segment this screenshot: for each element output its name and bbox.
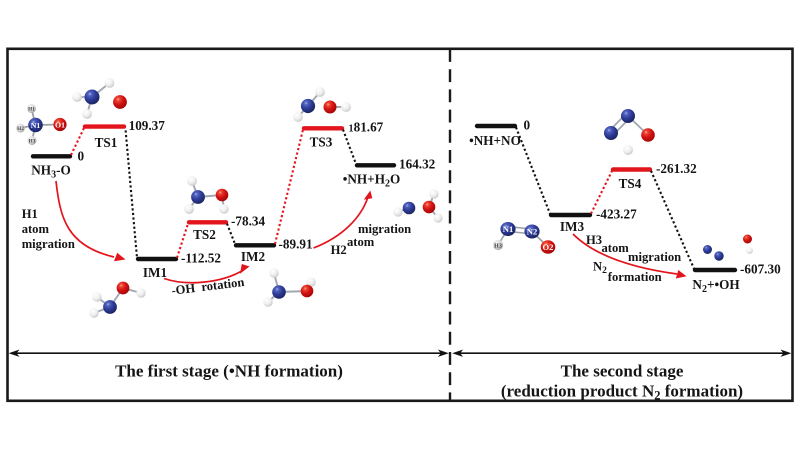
svg-text:•NH+NO: •NH+NO xyxy=(469,133,521,148)
svg-text:TS1: TS1 xyxy=(95,135,118,150)
svg-text:TS2: TS2 xyxy=(193,227,216,242)
svg-text:-112.52: -112.52 xyxy=(181,250,221,265)
svg-text:164.32: 164.32 xyxy=(399,157,436,172)
svg-text:0: 0 xyxy=(78,149,85,164)
svg-text:IM2: IM2 xyxy=(241,249,266,264)
svg-text:(reduction product N2 formatio: (reduction product N2 formation) xyxy=(501,381,743,402)
svg-text:-423.27: -423.27 xyxy=(596,206,637,221)
svg-text:H3: H3 xyxy=(494,244,502,250)
svg-text:IM1: IM1 xyxy=(143,265,167,280)
svg-text:181.67: 181.67 xyxy=(349,119,384,134)
svg-text:atom: atom xyxy=(22,222,50,236)
svg-text:-261.32: -261.32 xyxy=(656,161,697,176)
svg-text:H1: H1 xyxy=(28,107,35,113)
svg-text:TS4: TS4 xyxy=(619,176,642,191)
svg-text:NH3-O: NH3-O xyxy=(31,163,70,181)
svg-text:O1: O1 xyxy=(55,121,65,130)
svg-text:-89.91: -89.91 xyxy=(279,237,313,252)
svg-text:atom: atom xyxy=(602,241,630,255)
svg-text:-78.34: -78.34 xyxy=(231,214,265,229)
svg-text:IM3: IM3 xyxy=(560,219,585,234)
svg-text:H3: H3 xyxy=(586,233,602,247)
svg-text:formation: formation xyxy=(608,270,662,284)
svg-text:The first stage (•NH formation: The first stage (•NH formation) xyxy=(115,362,343,381)
svg-text:migration: migration xyxy=(628,250,681,264)
svg-text:109.37: 109.37 xyxy=(129,118,166,133)
svg-text:H2: H2 xyxy=(331,243,347,257)
svg-text:The second stage: The second stage xyxy=(561,362,684,381)
svg-text:H1: H1 xyxy=(22,207,38,221)
svg-text:O2: O2 xyxy=(543,242,554,252)
svg-text:atom: atom xyxy=(347,235,375,249)
svg-text:migration: migration xyxy=(358,222,411,236)
svg-text:TS3: TS3 xyxy=(310,135,333,150)
svg-text:H3: H3 xyxy=(29,139,36,145)
svg-text:migration: migration xyxy=(22,237,75,251)
svg-text:0: 0 xyxy=(524,117,531,132)
svg-text:N2: N2 xyxy=(527,227,538,237)
svg-text:N1: N1 xyxy=(503,224,514,234)
svg-text:N1: N1 xyxy=(31,121,41,130)
svg-text:-607.30: -607.30 xyxy=(740,261,781,276)
svg-text:H2: H2 xyxy=(17,126,24,132)
